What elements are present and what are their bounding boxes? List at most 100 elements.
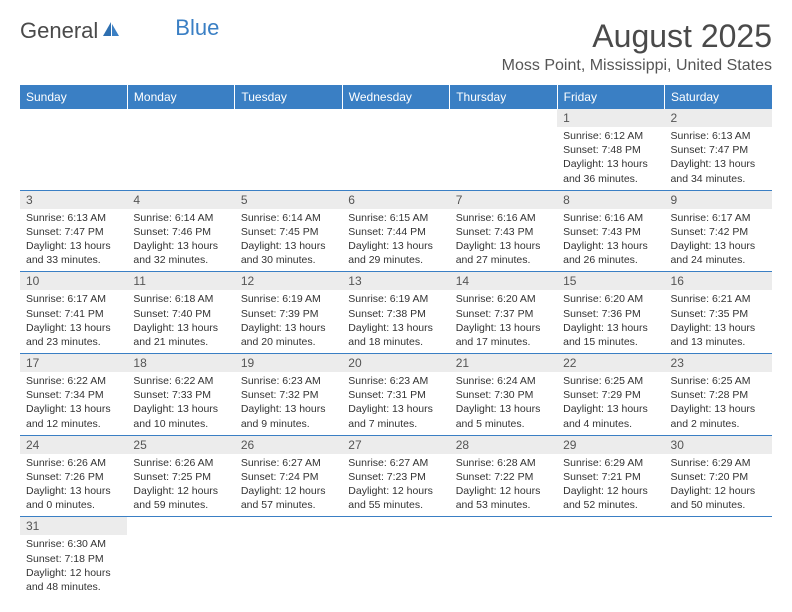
- sunrise-text: Sunrise: 6:25 AM: [671, 374, 766, 388]
- calendar-cell: 14Sunrise: 6:20 AMSunset: 7:37 PMDayligh…: [450, 272, 557, 354]
- calendar-cell: 29Sunrise: 6:29 AMSunset: 7:21 PMDayligh…: [557, 435, 664, 517]
- logo-blue-text: Blue: [175, 15, 219, 41]
- sunrise-text: Sunrise: 6:22 AM: [26, 374, 121, 388]
- calendar-row: 24Sunrise: 6:26 AMSunset: 7:26 PMDayligh…: [20, 435, 772, 517]
- day-number: 20: [342, 354, 449, 372]
- sunset-text: Sunset: 7:28 PM: [671, 388, 766, 402]
- daylight-line2: and 59 minutes.: [133, 498, 228, 512]
- sunset-text: Sunset: 7:29 PM: [563, 388, 658, 402]
- calendar-cell: 10Sunrise: 6:17 AMSunset: 7:41 PMDayligh…: [20, 272, 127, 354]
- weekday-thu: Thursday: [450, 85, 557, 109]
- logo: General Blue: [20, 18, 219, 44]
- day-details: Sunrise: 6:29 AMSunset: 7:20 PMDaylight:…: [665, 454, 772, 517]
- sunrise-text: Sunrise: 6:14 AM: [133, 211, 228, 225]
- day-number: 11: [127, 272, 234, 290]
- calendar-cell: 7Sunrise: 6:16 AMSunset: 7:43 PMDaylight…: [450, 190, 557, 272]
- sunset-text: Sunset: 7:30 PM: [456, 388, 551, 402]
- sunrise-text: Sunrise: 6:22 AM: [133, 374, 228, 388]
- day-details: Sunrise: 6:24 AMSunset: 7:30 PMDaylight:…: [450, 372, 557, 435]
- day-details: Sunrise: 6:28 AMSunset: 7:22 PMDaylight:…: [450, 454, 557, 517]
- day-number: 27: [342, 436, 449, 454]
- daylight-line2: and 9 minutes.: [241, 417, 336, 431]
- day-details: Sunrise: 6:21 AMSunset: 7:35 PMDaylight:…: [665, 290, 772, 353]
- calendar-cell: 28Sunrise: 6:28 AMSunset: 7:22 PMDayligh…: [450, 435, 557, 517]
- sunset-text: Sunset: 7:34 PM: [26, 388, 121, 402]
- sunset-text: Sunset: 7:41 PM: [26, 307, 121, 321]
- sunset-text: Sunset: 7:37 PM: [456, 307, 551, 321]
- calendar-cell: 15Sunrise: 6:20 AMSunset: 7:36 PMDayligh…: [557, 272, 664, 354]
- day-number: 23: [665, 354, 772, 372]
- daylight-line1: Daylight: 12 hours: [456, 484, 551, 498]
- calendar-cell: 25Sunrise: 6:26 AMSunset: 7:25 PMDayligh…: [127, 435, 234, 517]
- daylight-line2: and 0 minutes.: [26, 498, 121, 512]
- daylight-line2: and 34 minutes.: [671, 172, 766, 186]
- calendar-cell: 31Sunrise: 6:30 AMSunset: 7:18 PMDayligh…: [20, 517, 127, 598]
- daylight-line2: and 32 minutes.: [133, 253, 228, 267]
- calendar-cell: 22Sunrise: 6:25 AMSunset: 7:29 PMDayligh…: [557, 354, 664, 436]
- day-number: 5: [235, 191, 342, 209]
- daylight-line1: Daylight: 13 hours: [563, 321, 658, 335]
- sunrise-text: Sunrise: 6:18 AM: [133, 292, 228, 306]
- calendar-cell: 5Sunrise: 6:14 AMSunset: 7:45 PMDaylight…: [235, 190, 342, 272]
- day-number: 6: [342, 191, 449, 209]
- calendar-cell: 1Sunrise: 6:12 AMSunset: 7:48 PMDaylight…: [557, 109, 664, 190]
- day-details: Sunrise: 6:13 AMSunset: 7:47 PMDaylight:…: [665, 127, 772, 190]
- daylight-line1: Daylight: 13 hours: [671, 157, 766, 171]
- weekday-sun: Sunday: [20, 85, 127, 109]
- daylight-line1: Daylight: 13 hours: [241, 402, 336, 416]
- sunset-text: Sunset: 7:44 PM: [348, 225, 443, 239]
- day-details: Sunrise: 6:18 AMSunset: 7:40 PMDaylight:…: [127, 290, 234, 353]
- logo-sail-icon: [101, 18, 121, 44]
- daylight-line2: and 50 minutes.: [671, 498, 766, 512]
- calendar-cell: 24Sunrise: 6:26 AMSunset: 7:26 PMDayligh…: [20, 435, 127, 517]
- sunset-text: Sunset: 7:26 PM: [26, 470, 121, 484]
- day-details: Sunrise: 6:16 AMSunset: 7:43 PMDaylight:…: [450, 209, 557, 272]
- daylight-line1: Daylight: 12 hours: [348, 484, 443, 498]
- daylight-line2: and 15 minutes.: [563, 335, 658, 349]
- daylight-line1: Daylight: 13 hours: [563, 157, 658, 171]
- sunset-text: Sunset: 7:43 PM: [456, 225, 551, 239]
- day-details: Sunrise: 6:27 AMSunset: 7:24 PMDaylight:…: [235, 454, 342, 517]
- daylight-line1: Daylight: 13 hours: [133, 321, 228, 335]
- calendar-cell: 27Sunrise: 6:27 AMSunset: 7:23 PMDayligh…: [342, 435, 449, 517]
- sunset-text: Sunset: 7:22 PM: [456, 470, 551, 484]
- daylight-line1: Daylight: 13 hours: [241, 239, 336, 253]
- calendar-row: 3Sunrise: 6:13 AMSunset: 7:47 PMDaylight…: [20, 190, 772, 272]
- day-details: Sunrise: 6:19 AMSunset: 7:39 PMDaylight:…: [235, 290, 342, 353]
- sunset-text: Sunset: 7:45 PM: [241, 225, 336, 239]
- day-details: Sunrise: 6:25 AMSunset: 7:29 PMDaylight:…: [557, 372, 664, 435]
- day-number: 18: [127, 354, 234, 372]
- sunset-text: Sunset: 7:18 PM: [26, 552, 121, 566]
- day-details: Sunrise: 6:14 AMSunset: 7:45 PMDaylight:…: [235, 209, 342, 272]
- daylight-line2: and 18 minutes.: [348, 335, 443, 349]
- calendar-cell: [235, 517, 342, 598]
- day-number: 25: [127, 436, 234, 454]
- sunrise-text: Sunrise: 6:27 AM: [348, 456, 443, 470]
- daylight-line2: and 23 minutes.: [26, 335, 121, 349]
- header: General Blue August 2025 Moss Point, Mis…: [20, 18, 772, 75]
- day-details: Sunrise: 6:20 AMSunset: 7:36 PMDaylight:…: [557, 290, 664, 353]
- calendar-cell: [127, 517, 234, 598]
- sunrise-text: Sunrise: 6:19 AM: [348, 292, 443, 306]
- weekday-wed: Wednesday: [342, 85, 449, 109]
- sunset-text: Sunset: 7:48 PM: [563, 143, 658, 157]
- sunrise-text: Sunrise: 6:19 AM: [241, 292, 336, 306]
- calendar-cell: 20Sunrise: 6:23 AMSunset: 7:31 PMDayligh…: [342, 354, 449, 436]
- daylight-line2: and 52 minutes.: [563, 498, 658, 512]
- day-number: 3: [20, 191, 127, 209]
- calendar-cell: [665, 517, 772, 598]
- sunset-text: Sunset: 7:25 PM: [133, 470, 228, 484]
- sunrise-text: Sunrise: 6:15 AM: [348, 211, 443, 225]
- sunset-text: Sunset: 7:43 PM: [563, 225, 658, 239]
- calendar-cell: 4Sunrise: 6:14 AMSunset: 7:46 PMDaylight…: [127, 190, 234, 272]
- daylight-line2: and 10 minutes.: [133, 417, 228, 431]
- calendar-cell: 16Sunrise: 6:21 AMSunset: 7:35 PMDayligh…: [665, 272, 772, 354]
- day-details: Sunrise: 6:17 AMSunset: 7:41 PMDaylight:…: [20, 290, 127, 353]
- daylight-line1: Daylight: 13 hours: [671, 402, 766, 416]
- day-number: 17: [20, 354, 127, 372]
- sunset-text: Sunset: 7:46 PM: [133, 225, 228, 239]
- daylight-line1: Daylight: 12 hours: [133, 484, 228, 498]
- daylight-line2: and 13 minutes.: [671, 335, 766, 349]
- daylight-line2: and 30 minutes.: [241, 253, 336, 267]
- sunset-text: Sunset: 7:47 PM: [671, 143, 766, 157]
